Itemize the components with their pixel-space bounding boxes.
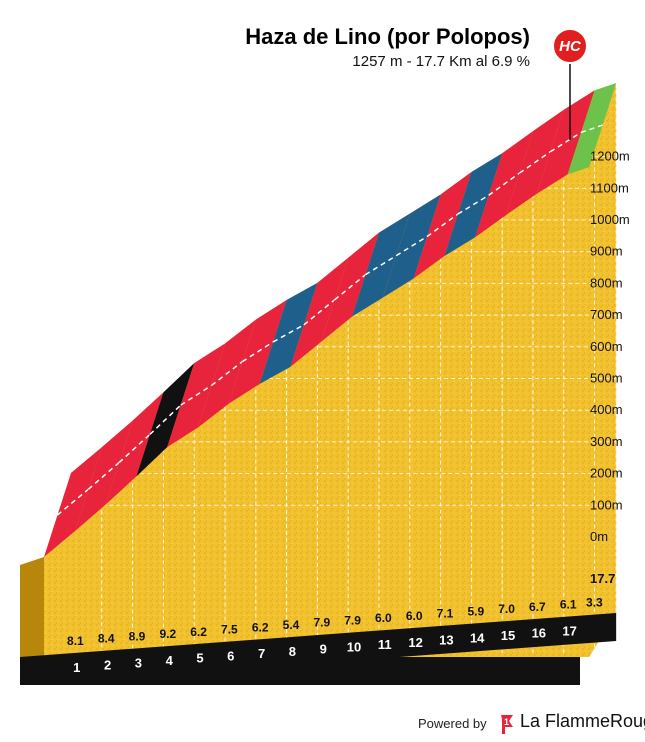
gradient-label: 5.4	[283, 618, 300, 632]
gradient-label: 3.3	[586, 596, 603, 610]
ridge-centerline	[211, 361, 243, 387]
km-label: 7	[258, 646, 265, 661]
hc-badge-circle	[552, 28, 588, 64]
ridge-centerline	[272, 324, 305, 343]
km-label: 12	[408, 635, 422, 650]
profile-left-side	[20, 557, 44, 657]
km-gridlines	[101, 83, 617, 653]
ridge-centerline	[87, 462, 120, 490]
y-tick-label: 1100m	[590, 180, 629, 195]
category-badge: HC	[552, 28, 588, 140]
ridge-centerline	[457, 194, 490, 215]
ridge-centerline	[549, 131, 582, 153]
y-tick-label: 300m	[590, 434, 623, 449]
ridge-centerline	[180, 384, 212, 406]
gradient-label: 6.0	[375, 611, 392, 625]
profile-side	[20, 557, 44, 657]
ridge-centerline	[488, 172, 520, 196]
powered-by-text: Powered by	[418, 716, 487, 731]
y-tick-label: 900m	[590, 244, 623, 259]
ridge-centerline	[57, 488, 89, 516]
end-distance-label: 17.7	[590, 571, 615, 586]
y-tick-label: 200m	[590, 466, 623, 481]
gradient-label: 6.2	[190, 625, 207, 639]
gradient-label: 6.1	[560, 598, 577, 612]
km-label: 1	[73, 660, 80, 675]
km-label: 16	[532, 626, 546, 641]
ridge-centerline	[334, 274, 366, 301]
y-tick-label: 1000m	[590, 212, 630, 227]
gradient-label: 6.2	[252, 620, 269, 634]
gradient-label: 6.0	[406, 609, 423, 623]
ridge-centerline	[241, 341, 274, 363]
ridge-centerline	[395, 235, 428, 257]
svg-text:1: 1	[504, 717, 509, 727]
ridge-centerline	[365, 254, 397, 276]
km-band	[20, 613, 617, 685]
chart-subtitle: 1257 m - 17.7 Km al 6.9 %	[352, 53, 530, 70]
km-label: 9	[320, 642, 327, 657]
gradient-label: 9.2	[159, 627, 176, 641]
hc-badge-label: HC	[559, 38, 582, 55]
y-tick-label: 500m	[590, 371, 623, 386]
gradient-ridge	[44, 83, 617, 557]
ridge-centerline	[426, 213, 459, 238]
gradient-label: 8.9	[129, 629, 146, 643]
brand-name: La FlammeRouge	[520, 711, 645, 731]
km-label: 10	[347, 639, 361, 654]
km-label: 14	[470, 630, 485, 645]
gradient-label: 7.9	[313, 616, 330, 630]
km-label: 13	[439, 633, 453, 648]
gradient-label: 7.9	[344, 613, 361, 627]
y-tick-label: 1200m	[590, 149, 630, 164]
y-tick-label: 100m	[590, 497, 623, 512]
km-label: 5	[196, 651, 203, 666]
y-tick-label: 800m	[590, 275, 623, 290]
chart-title: Haza de Lino (por Polopos)	[245, 24, 530, 49]
ridge-centerline	[149, 404, 182, 435]
ridge-centerline	[580, 124, 603, 134]
y-tick-label: 700m	[590, 307, 623, 322]
gradient-labels: 8.1 8.4 8.9 9.2 6.2 7.5 6.2 5.4 7.9 7.9 6.0 6.0 7.1 5…	[67, 596, 603, 648]
y-tick-label: 0m	[590, 529, 608, 544]
ridge-centerline	[519, 151, 551, 174]
ridge-centerline	[118, 433, 151, 464]
flag-1-icon: 1	[501, 715, 513, 734]
gradient-label: 7.1	[437, 607, 454, 621]
km-band-slope	[20, 613, 617, 685]
y-tick-label: 400m	[590, 402, 623, 417]
y-tick-label: 600m	[590, 339, 623, 354]
km-label: 11	[378, 637, 392, 652]
gradient-label: 8.1	[67, 634, 84, 648]
km-label: 17	[562, 623, 576, 638]
y-axis: 0m 100m 200m 300m 400m 500m 600m 700m 800m 900m 10…	[590, 149, 630, 544]
km-label: 2	[104, 658, 111, 673]
km-label: 8	[289, 644, 296, 659]
gradient-label: 5.9	[467, 604, 484, 618]
km-label: 4	[166, 653, 174, 668]
km-label: 6	[227, 648, 234, 663]
km-label: 3	[135, 655, 142, 670]
gradient-label: 8.4	[98, 632, 115, 646]
ridge-centerline	[303, 299, 336, 326]
gradient-segment	[259, 282, 318, 384]
km-label: 15	[501, 628, 515, 643]
gradient-label: 7.0	[498, 602, 515, 616]
gradient-label: 7.5	[221, 623, 238, 637]
gradient-label: 6.7	[529, 600, 546, 614]
